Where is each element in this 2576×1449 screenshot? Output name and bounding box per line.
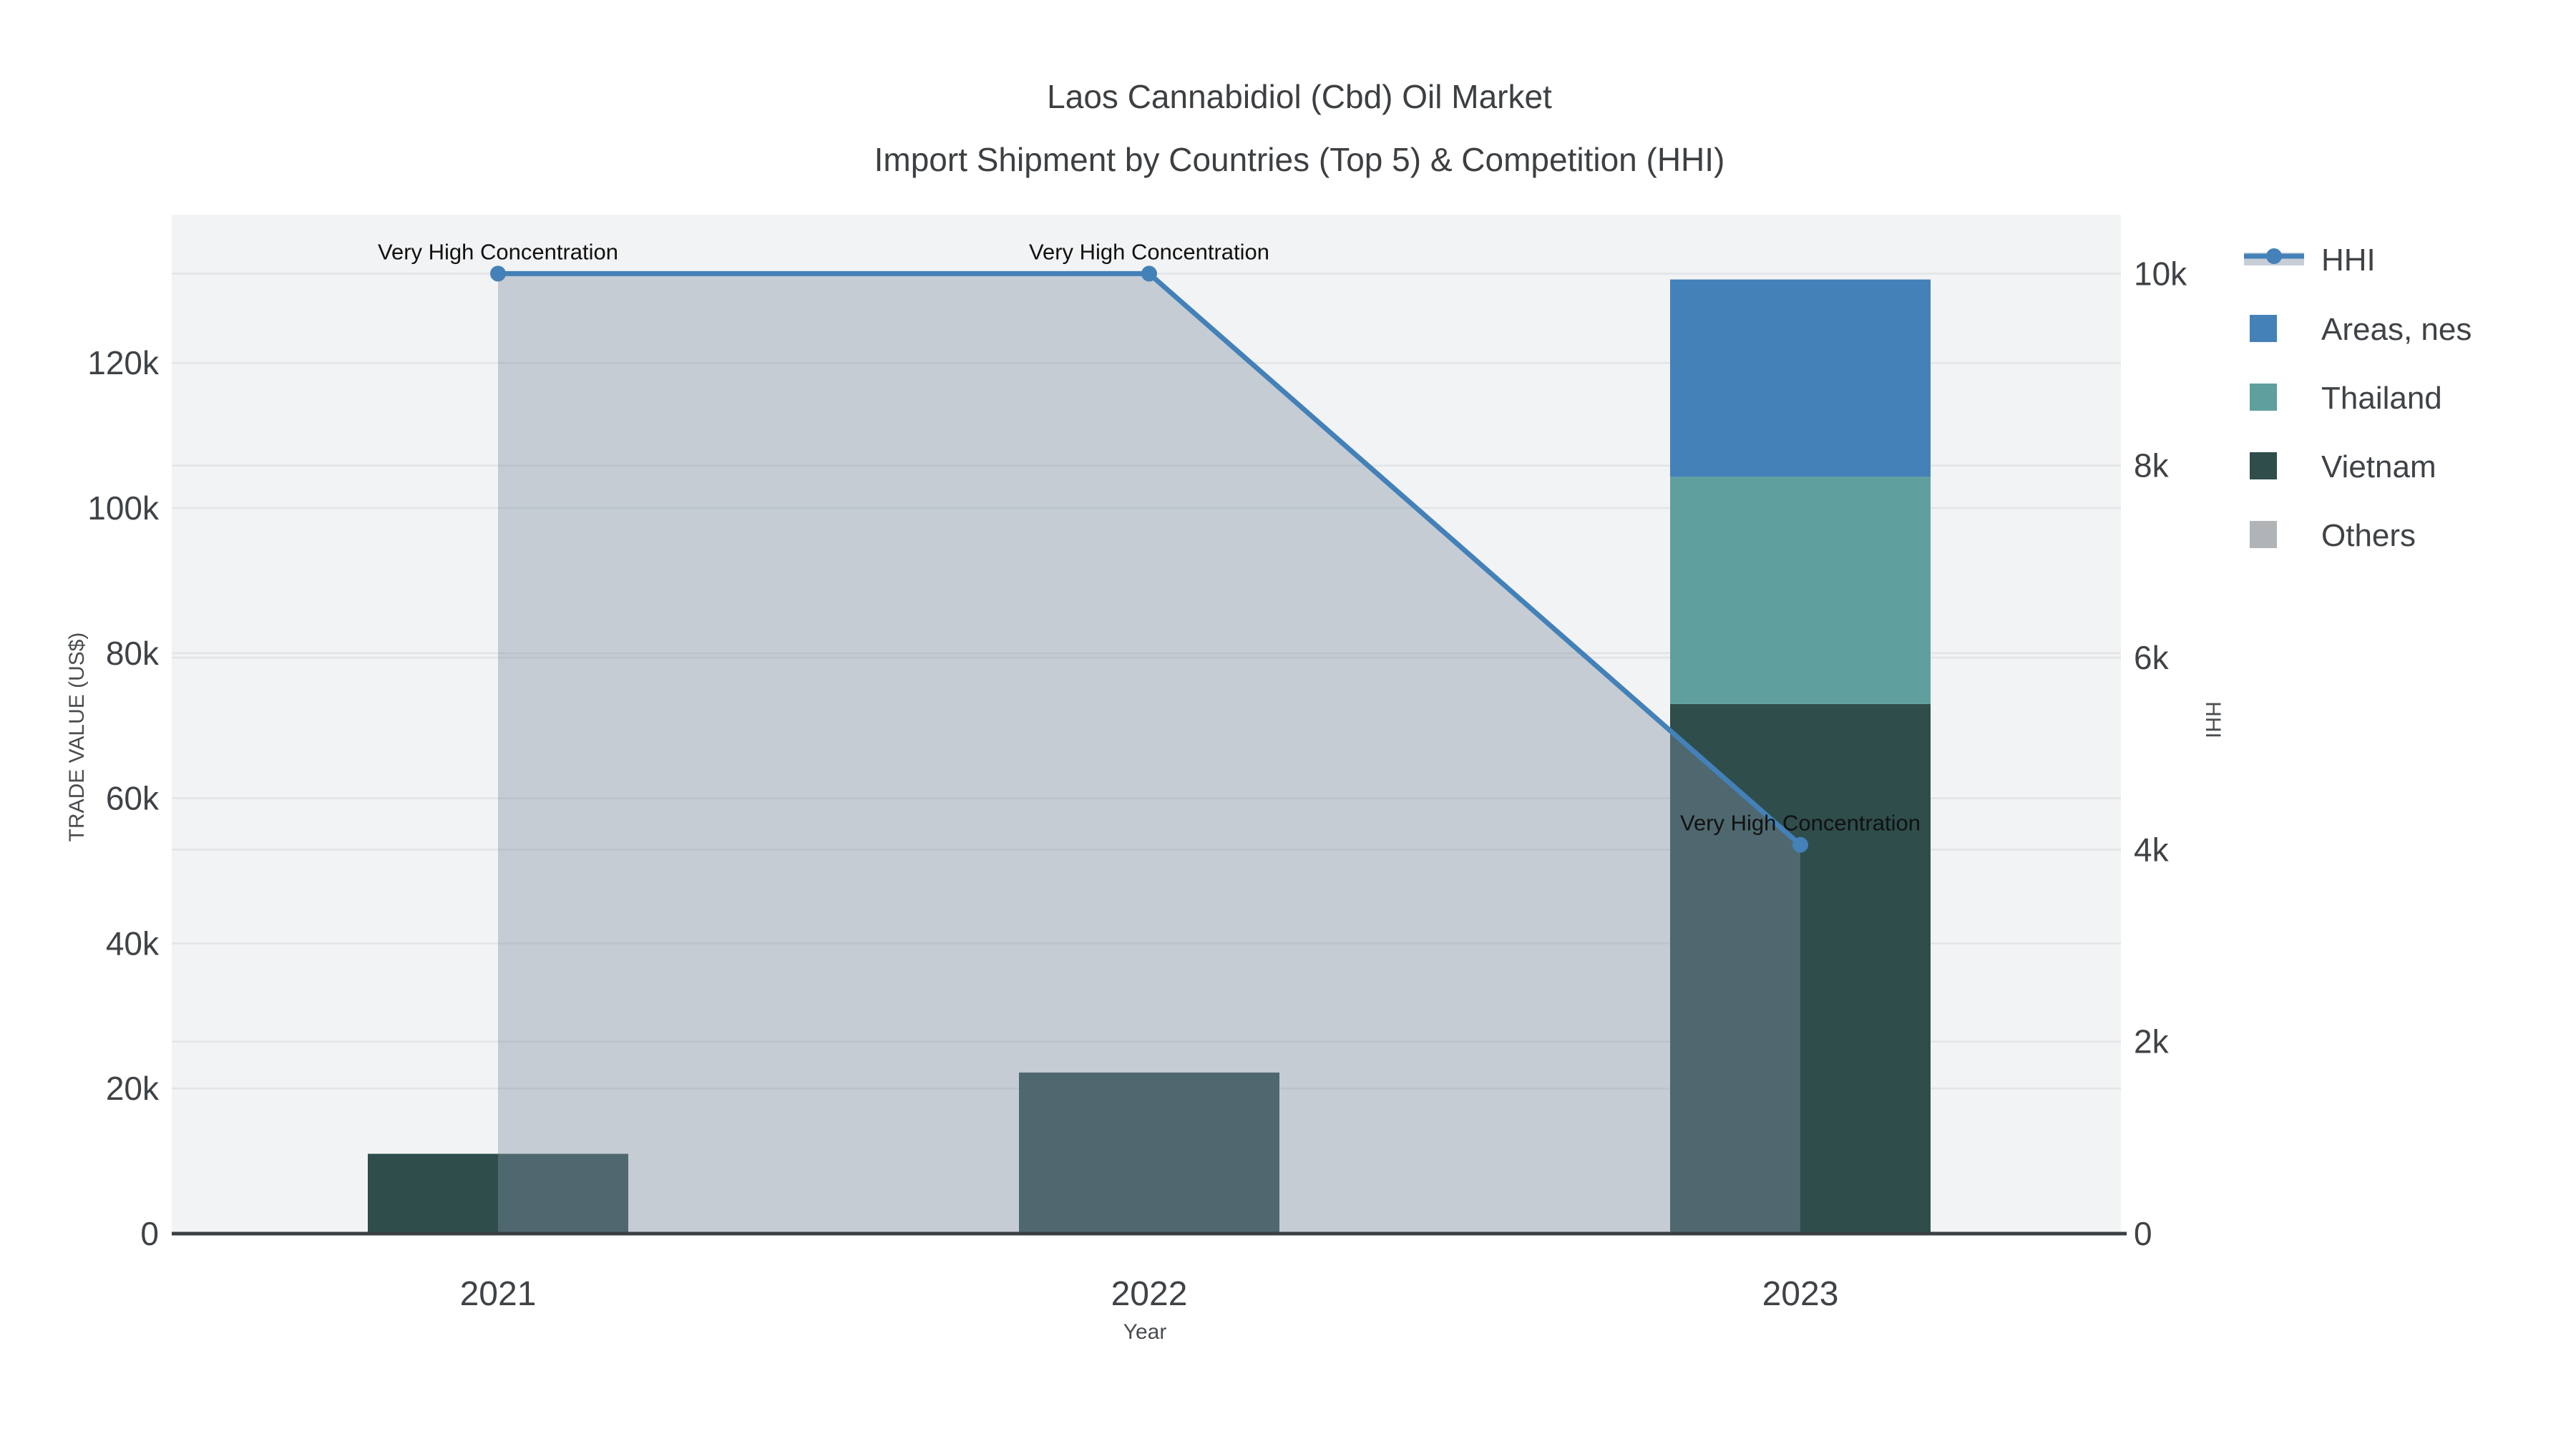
legend-label: Vietnam bbox=[2321, 449, 2436, 484]
hhi-marker-2023[interactable] bbox=[1792, 836, 1808, 853]
legend-label: Others bbox=[2321, 518, 2416, 553]
annotation-2023: Very High Concentration bbox=[1680, 811, 1921, 836]
legend-label: HHI bbox=[2321, 243, 2376, 278]
bar-segment-thailand-2023[interactable] bbox=[1670, 477, 1931, 704]
bar-segment-vietnam-2023[interactable] bbox=[1670, 703, 1931, 1234]
chart-title-line2: Import Shipment by Countries (Top 5) & C… bbox=[874, 141, 1725, 178]
y-right-tick: 8k bbox=[2134, 447, 2170, 484]
legend-swatch bbox=[2250, 315, 2277, 342]
legend-label: Areas, nes bbox=[2321, 312, 2472, 347]
annotation-2021: Very High Concentration bbox=[378, 239, 618, 264]
legend-item-vietnam[interactable]: Vietnam bbox=[2250, 449, 2436, 484]
chart-title-line1: Laos Cannabidiol (Cbd) Oil Market bbox=[1047, 78, 1552, 115]
y-left-tick: 20k bbox=[106, 1070, 160, 1107]
hhi-marker-2021[interactable] bbox=[490, 265, 506, 282]
legend-item-hhi[interactable]: HHI bbox=[2244, 243, 2376, 278]
y-left-tick: 120k bbox=[87, 344, 160, 381]
y-left-tick: 80k bbox=[106, 635, 160, 672]
hhi-marker-2022[interactable] bbox=[1141, 265, 1157, 282]
legend-swatch bbox=[2250, 384, 2277, 411]
y-axis-left-title: TRADE VALUE (US$) bbox=[65, 632, 89, 842]
x-tick-2023: 2023 bbox=[1762, 1275, 1839, 1313]
y-left-tick: 0 bbox=[140, 1215, 159, 1252]
bar-segment-areas-nes-2023[interactable] bbox=[1670, 279, 1931, 477]
annotation-2022: Very High Concentration bbox=[1029, 239, 1269, 264]
legend-item-thailand[interactable]: Thailand bbox=[2250, 381, 2442, 416]
legend-item-areas-nes[interactable]: Areas, nes bbox=[2250, 312, 2472, 347]
bar-series bbox=[368, 279, 1931, 1234]
tick-labels: 0 20k 40k 60k 80k 100k 120k 0 2k 4k 6k 8k 10k 2021 202… bbox=[87, 255, 2187, 1313]
bar-segment-vietnam-2022[interactable] bbox=[1019, 1072, 1279, 1234]
y-left-tick: 60k bbox=[106, 780, 160, 817]
legend: HHI Areas, nes Thailand Vietnam Others bbox=[2244, 243, 2472, 553]
legend-swatch bbox=[2250, 521, 2277, 548]
y-left-tick: 100k bbox=[87, 489, 160, 527]
y-right-tick: 6k bbox=[2134, 639, 2170, 676]
y-axis-right-title: HHI bbox=[2201, 701, 2225, 738]
bar-segment-vietnam-2021[interactable] bbox=[368, 1153, 628, 1234]
x-tick-2022: 2022 bbox=[1111, 1275, 1188, 1313]
y-right-tick: 0 bbox=[2134, 1215, 2152, 1252]
x-axis-title: Year bbox=[1123, 1320, 1167, 1344]
y-right-tick: 4k bbox=[2134, 831, 2170, 868]
x-tick-2021: 2021 bbox=[460, 1275, 537, 1313]
y-right-tick: 2k bbox=[2134, 1023, 2170, 1060]
hhi-area-fill bbox=[498, 273, 1800, 1234]
y-left-tick: 40k bbox=[106, 924, 160, 962]
legend-label: Thailand bbox=[2321, 381, 2442, 416]
legend-swatch bbox=[2250, 452, 2277, 479]
legend-item-others[interactable]: Others bbox=[2250, 518, 2416, 553]
hhi-marker-swatch bbox=[2266, 248, 2282, 264]
y-right-tick: 10k bbox=[2134, 255, 2187, 292]
